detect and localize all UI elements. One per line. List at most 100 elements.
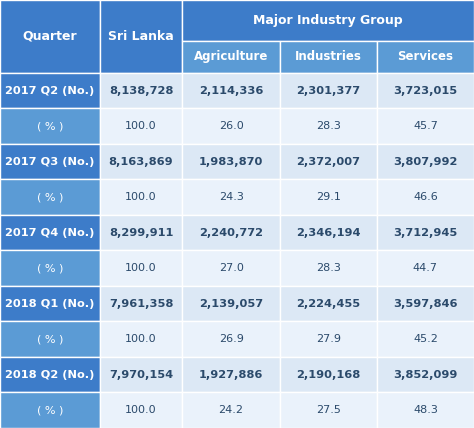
Text: ( % ): ( % ) (36, 334, 63, 344)
Text: 100.0: 100.0 (125, 192, 157, 202)
Bar (377, 392, 474, 428)
Bar (182, 0, 474, 41)
Text: 44.7: 44.7 (413, 263, 438, 273)
Bar (0, 357, 100, 392)
Text: 100.0: 100.0 (125, 405, 157, 415)
Bar (0, 286, 100, 321)
Bar (182, 215, 280, 250)
Text: 2018 Q2 (No.): 2018 Q2 (No.) (5, 370, 94, 380)
Bar (182, 357, 280, 392)
Text: 3,712,945: 3,712,945 (393, 228, 457, 238)
Text: 2,114,336: 2,114,336 (199, 86, 263, 95)
Bar (100, 144, 182, 179)
Text: 45.2: 45.2 (413, 334, 438, 344)
Text: Quarter: Quarter (22, 30, 77, 43)
Text: 7,961,358: 7,961,358 (109, 299, 173, 309)
Text: 3,723,015: 3,723,015 (393, 86, 457, 95)
Text: 2017 Q3 (No.): 2017 Q3 (No.) (5, 157, 94, 166)
Bar (0, 179, 100, 215)
Text: 2,190,168: 2,190,168 (296, 370, 360, 380)
Text: 27.9: 27.9 (316, 334, 341, 344)
Bar (377, 179, 474, 215)
Text: 100.0: 100.0 (125, 334, 157, 344)
Bar (0, 0, 100, 73)
Bar (0, 108, 100, 144)
Text: ( % ): ( % ) (36, 405, 63, 415)
Text: 3,597,846: 3,597,846 (393, 299, 458, 309)
Bar (100, 250, 182, 286)
Text: 8,138,728: 8,138,728 (109, 86, 173, 95)
Text: 8,163,869: 8,163,869 (109, 157, 173, 166)
Bar (377, 250, 474, 286)
Text: Major Industry Group: Major Industry Group (254, 14, 403, 27)
Text: 27.0: 27.0 (219, 263, 244, 273)
Bar (182, 179, 280, 215)
Bar (0, 144, 100, 179)
Text: 1,927,886: 1,927,886 (199, 370, 263, 380)
Text: 3,852,099: 3,852,099 (393, 370, 457, 380)
Text: 100.0: 100.0 (125, 263, 157, 273)
Text: Sri Lanka: Sri Lanka (108, 30, 174, 43)
Text: 24.3: 24.3 (219, 192, 244, 202)
Bar (182, 392, 280, 428)
Bar (377, 108, 474, 144)
Bar (280, 215, 377, 250)
Bar (377, 321, 474, 357)
Bar (182, 144, 280, 179)
Text: Services: Services (397, 50, 454, 63)
Bar (280, 179, 377, 215)
Text: 29.1: 29.1 (316, 192, 341, 202)
Text: 2,346,194: 2,346,194 (296, 228, 361, 238)
Text: 8,299,911: 8,299,911 (109, 228, 173, 238)
Bar (0, 250, 100, 286)
Bar (100, 73, 182, 108)
Text: 2,372,007: 2,372,007 (296, 157, 360, 166)
Bar (280, 321, 377, 357)
Bar (100, 215, 182, 250)
Bar (182, 41, 280, 73)
Bar (377, 41, 474, 73)
Bar (0, 73, 100, 108)
Bar (182, 250, 280, 286)
Bar (182, 286, 280, 321)
Bar (100, 392, 182, 428)
Bar (100, 357, 182, 392)
Bar (100, 321, 182, 357)
Text: 2,224,455: 2,224,455 (296, 299, 360, 309)
Text: 27.5: 27.5 (316, 405, 341, 415)
Text: 48.3: 48.3 (413, 405, 438, 415)
Text: ( % ): ( % ) (36, 192, 63, 202)
Text: 2,240,772: 2,240,772 (199, 228, 263, 238)
Bar (377, 144, 474, 179)
Text: 2017 Q2 (No.): 2017 Q2 (No.) (5, 86, 94, 95)
Bar (280, 144, 377, 179)
Bar (182, 73, 280, 108)
Bar (377, 286, 474, 321)
Bar (100, 179, 182, 215)
Bar (377, 73, 474, 108)
Text: 3,807,992: 3,807,992 (393, 157, 457, 166)
Text: 28.3: 28.3 (316, 121, 341, 131)
Text: 2017 Q4 (No.): 2017 Q4 (No.) (5, 228, 94, 238)
Text: ( % ): ( % ) (36, 263, 63, 273)
Bar (280, 41, 377, 73)
Bar (182, 108, 280, 144)
Bar (280, 250, 377, 286)
Text: Industries: Industries (295, 50, 362, 63)
Bar (0, 321, 100, 357)
Bar (100, 0, 182, 73)
Bar (0, 215, 100, 250)
Text: Agriculture: Agriculture (194, 50, 268, 63)
Bar (377, 357, 474, 392)
Bar (280, 108, 377, 144)
Text: 100.0: 100.0 (125, 121, 157, 131)
Bar (280, 392, 377, 428)
Text: 2,139,057: 2,139,057 (199, 299, 263, 309)
Text: 26.0: 26.0 (219, 121, 244, 131)
Text: 1,983,870: 1,983,870 (199, 157, 263, 166)
Bar (280, 286, 377, 321)
Bar (0, 392, 100, 428)
Bar (100, 108, 182, 144)
Text: ( % ): ( % ) (36, 121, 63, 131)
Text: 46.6: 46.6 (413, 192, 438, 202)
